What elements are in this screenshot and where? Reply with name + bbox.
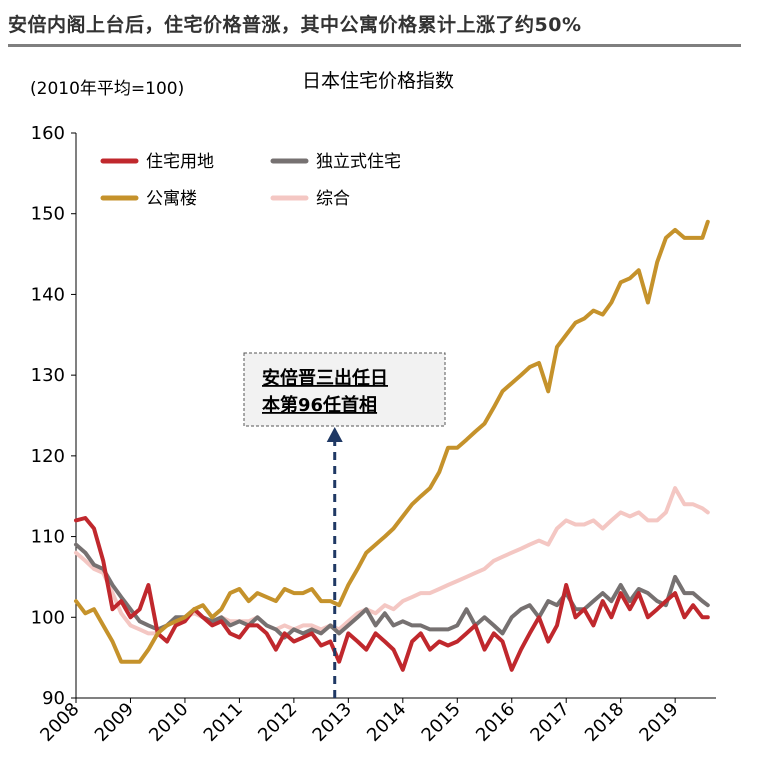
chart-title: 日本住宅价格指数	[302, 70, 454, 92]
legend-label-1: 住宅用地	[146, 152, 214, 172]
y-tick-label: 120	[31, 446, 65, 467]
x-tick-label: 2018	[581, 699, 628, 746]
headline-rule	[8, 44, 741, 47]
x-tick-label: 2009	[91, 699, 138, 746]
x-tick-label: 2012	[254, 699, 301, 746]
x-tick-label: 2017	[527, 699, 574, 746]
annotation-box	[243, 352, 446, 427]
y-tick-label: 140	[31, 284, 65, 305]
x-tick-label: 2013	[309, 699, 356, 746]
series-line-3	[74, 219, 710, 664]
legend-label-2: 独立式住宅	[316, 152, 401, 172]
y-tick-label: 110	[31, 527, 65, 548]
y-tick-label: 90	[42, 688, 65, 709]
headline: 安倍内阁上台后，住宅价格普涨，其中公寓价格累计上涨了约50%	[8, 14, 582, 36]
legend-label-3: 公寓楼	[146, 189, 197, 209]
x-tick-label: 2011	[200, 699, 247, 746]
unit-label: (2010年平均=100)	[30, 79, 184, 99]
y-tick-label: 100	[31, 607, 65, 628]
legend-label-4: 综合	[316, 189, 350, 209]
x-tick-label: 2014	[363, 699, 410, 746]
x-tick-label: 2010	[145, 699, 192, 746]
annotation-arrow-head	[326, 427, 343, 442]
x-tick-label: 2016	[472, 699, 519, 746]
x-tick-label: 2015	[418, 699, 465, 746]
y-tick-label: 160	[31, 123, 65, 144]
y-tick-label: 130	[31, 365, 65, 386]
annotation-line-1: 安倍晋三出任日	[262, 367, 388, 389]
y-tick-label: 150	[31, 204, 65, 225]
series-line-1	[74, 516, 710, 672]
x-tick-label: 2019	[635, 699, 682, 746]
annotation-line-2: 本第96任首相	[262, 394, 377, 416]
